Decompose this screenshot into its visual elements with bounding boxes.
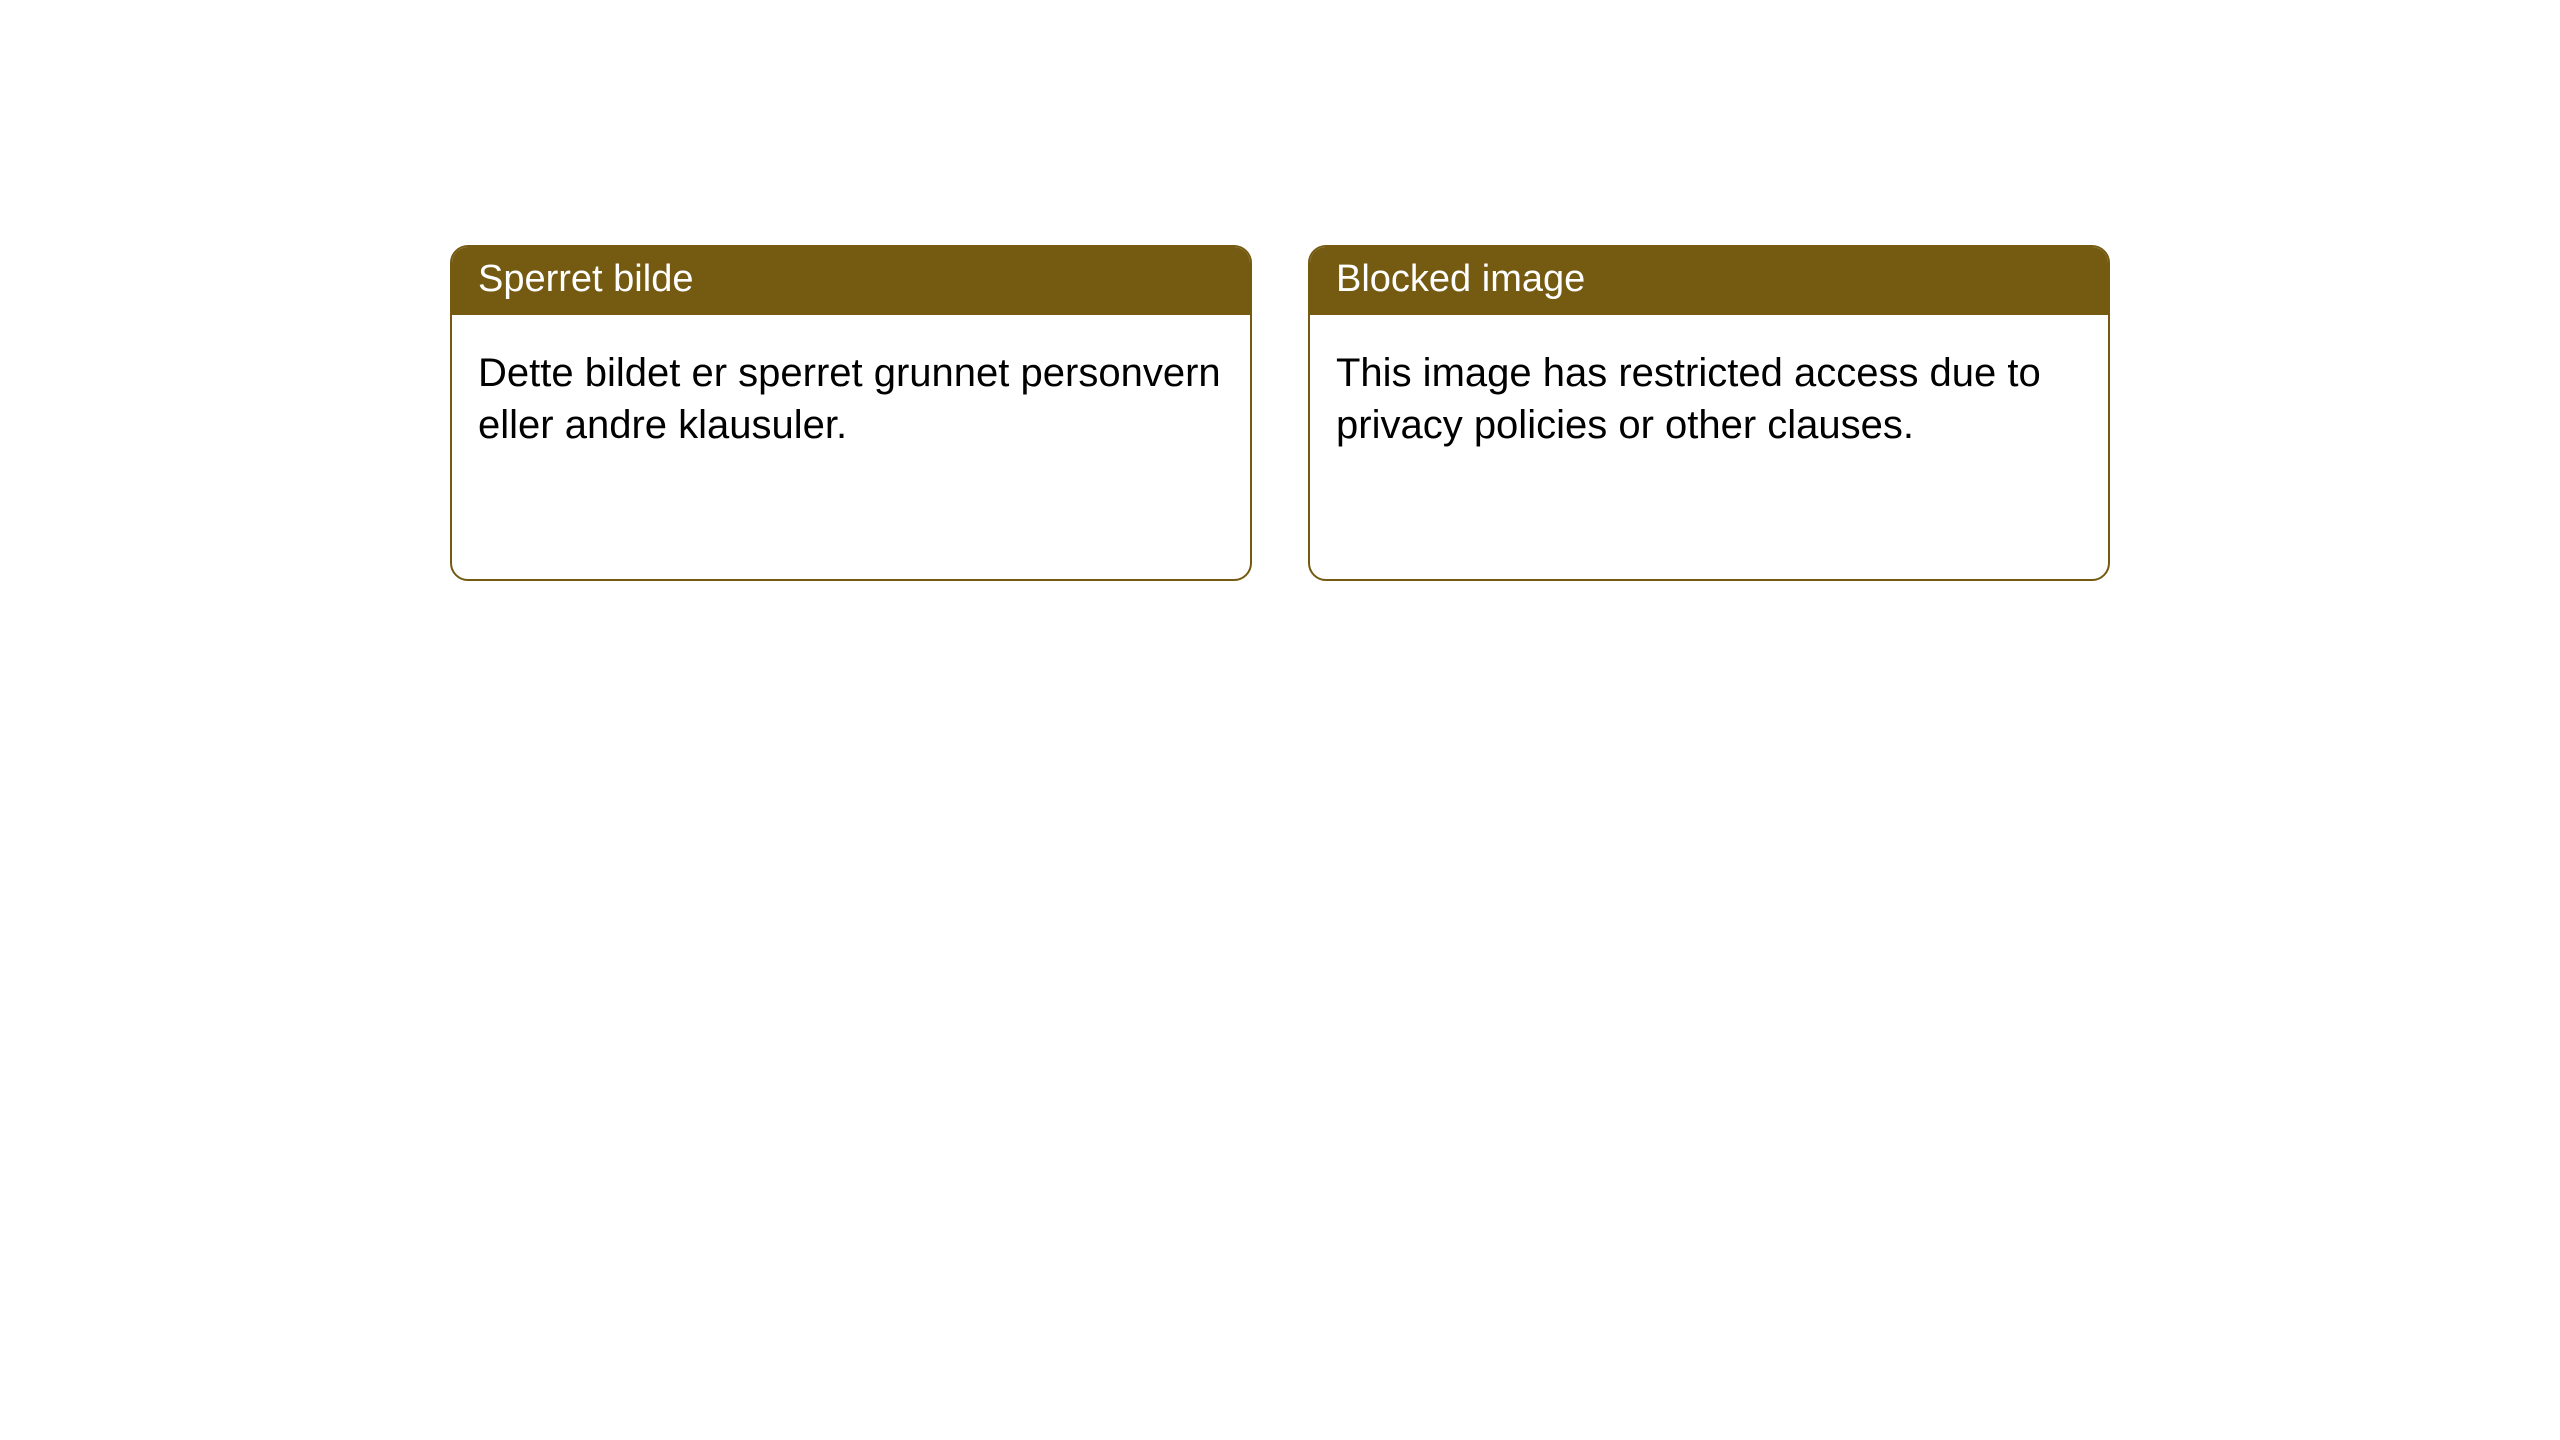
notice-body-en: This image has restricted access due to … <box>1310 315 2108 479</box>
notice-title-no: Sperret bilde <box>452 247 1250 315</box>
notice-body-no: Dette bildet er sperret grunnet personve… <box>452 315 1250 479</box>
notice-title-en: Blocked image <box>1310 247 2108 315</box>
notice-card-no: Sperret bilde Dette bildet er sperret gr… <box>450 245 1252 581</box>
notice-card-en: Blocked image This image has restricted … <box>1308 245 2110 581</box>
notice-container: Sperret bilde Dette bildet er sperret gr… <box>0 0 2560 581</box>
